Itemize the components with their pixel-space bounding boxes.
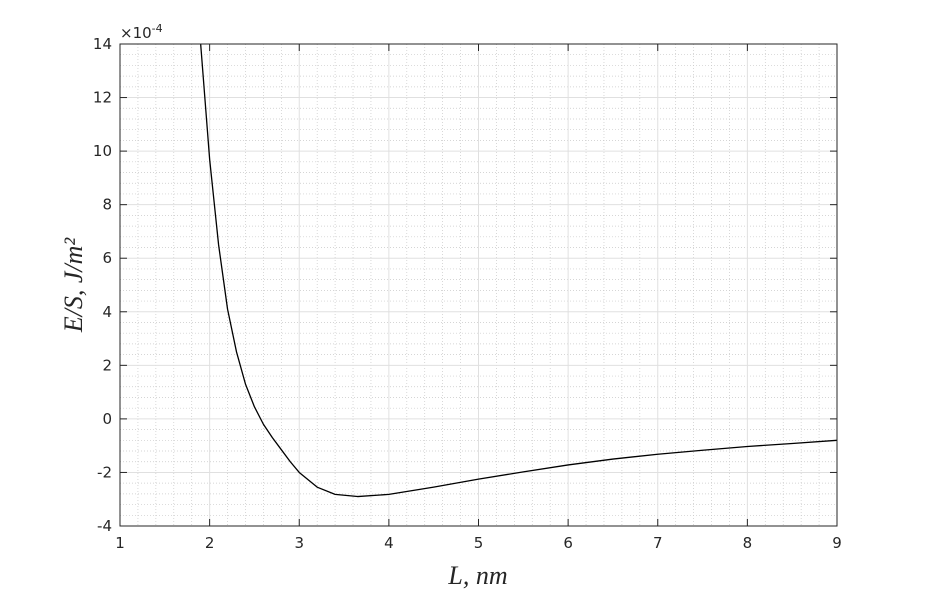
y-tick-label: 10 bbox=[93, 142, 112, 160]
y-axis-label: E/S, J/m² bbox=[59, 237, 88, 334]
marks bbox=[200, 43, 838, 498]
x-axis-label: L, nm bbox=[447, 561, 507, 590]
data-line bbox=[200, 43, 838, 498]
y-tick-label: -4 bbox=[97, 517, 112, 535]
x-tick-label: 8 bbox=[743, 534, 753, 552]
y-multiplier-exponent: -4 bbox=[152, 22, 163, 35]
y-tick-label: 8 bbox=[102, 196, 112, 214]
y-tick-label: 14 bbox=[93, 35, 112, 53]
y-tick-label: 6 bbox=[102, 249, 112, 267]
x-tick-label: 6 bbox=[563, 534, 573, 552]
x-tick-label: 3 bbox=[294, 534, 304, 552]
grid bbox=[119, 43, 838, 527]
x-tick-label: 1 bbox=[115, 534, 125, 552]
y-tick-label: 12 bbox=[93, 89, 112, 107]
x-tick-label: 4 bbox=[384, 534, 394, 552]
x-tick-label: 9 bbox=[832, 534, 842, 552]
x-tick-label: 2 bbox=[205, 534, 215, 552]
x-tick-label: 7 bbox=[653, 534, 663, 552]
y-tick-label: 4 bbox=[102, 303, 112, 321]
y-tick-label: 0 bbox=[102, 410, 112, 428]
y-tick-label: -2 bbox=[97, 463, 112, 481]
y-multiplier: ×10-4 bbox=[120, 22, 163, 42]
y-multiplier-base: ×10 bbox=[120, 24, 152, 42]
y-tick-label: 2 bbox=[102, 356, 112, 374]
x-tick-label: 5 bbox=[474, 534, 484, 552]
